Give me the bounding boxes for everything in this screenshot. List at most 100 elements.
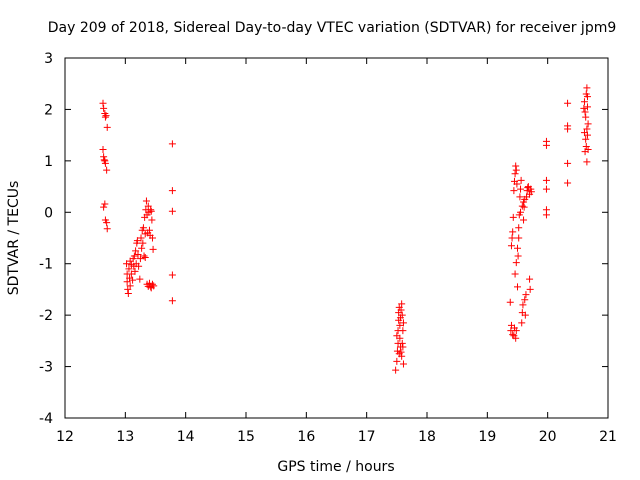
data-point-marker (103, 123, 111, 131)
data-point-marker (168, 297, 176, 305)
data-point-marker (507, 242, 515, 250)
data-point-marker (509, 228, 517, 236)
data-point-marker (398, 300, 406, 308)
y-axis-label: SDTVAR / TECUs (6, 181, 22, 296)
data-point-marker (168, 271, 176, 279)
data-point-marker (397, 348, 405, 356)
data-point-marker (542, 185, 550, 193)
data-point-marker (515, 224, 523, 232)
y-tick-label: 3 (44, 51, 53, 67)
data-point-marker (101, 159, 109, 167)
data-point-marker (139, 224, 147, 232)
data-point-marker (142, 197, 150, 205)
data-point-marker (145, 279, 153, 287)
data-point-marker (509, 213, 517, 221)
data-point-marker (399, 360, 407, 368)
data-point-marker (518, 202, 526, 210)
data-point-marker (506, 298, 514, 306)
data-point-marker (399, 327, 407, 335)
data-point-marker (133, 237, 141, 245)
data-point-marker (139, 239, 147, 247)
data-point-marker (512, 166, 520, 174)
data-point-marker (392, 366, 400, 374)
data-point-marker (583, 84, 591, 92)
data-point-marker (511, 270, 519, 278)
y-tick-label: 0 (44, 205, 53, 221)
data-point-marker (129, 276, 137, 284)
data-point-marker (582, 142, 590, 150)
data-point-marker (138, 244, 146, 252)
data-point-marker (520, 216, 528, 224)
data-point-marker (511, 170, 519, 178)
data-point-marker (147, 207, 155, 215)
data-point-marker (522, 291, 530, 299)
data-point-marker (512, 327, 520, 335)
data-point-marker (150, 282, 158, 290)
data-point-marker (520, 198, 528, 206)
y-tick-label: -4 (39, 411, 53, 427)
data-point-marker (542, 141, 550, 149)
data-point-marker (512, 259, 520, 267)
data-point-marker (168, 207, 176, 215)
data-point-marker (515, 234, 523, 242)
x-tick-label: 12 (56, 429, 74, 445)
data-point-marker (583, 103, 591, 111)
data-point-marker (100, 156, 108, 164)
data-point-marker (127, 270, 135, 278)
data-point-marker (526, 285, 534, 293)
data-point-marker (103, 219, 111, 227)
data-point-marker (521, 311, 529, 319)
data-point-marker (144, 202, 152, 210)
data-point-marker (519, 301, 527, 309)
x-tick-label: 21 (599, 429, 617, 445)
data-point-marker (148, 216, 156, 224)
data-point-marker (580, 129, 588, 137)
data-point-marker (583, 93, 591, 101)
data-point-marker (132, 247, 140, 255)
y-tick-label: 1 (44, 154, 53, 170)
data-point-marker (130, 252, 138, 260)
x-tick-label: 17 (358, 429, 376, 445)
data-point-marker (395, 350, 403, 358)
data-point-marker (134, 250, 142, 258)
data-point-marker (393, 357, 401, 365)
data-point-marker (135, 262, 143, 270)
data-point-marker (148, 280, 156, 288)
data-point-marker (583, 125, 591, 133)
data-point-marker (99, 146, 107, 154)
data-point-marker (516, 193, 524, 201)
data-point-marker (524, 184, 532, 192)
data-point-marker (584, 120, 592, 128)
data-point-marker (141, 254, 149, 262)
data-point-marker (149, 245, 157, 253)
data-point-marker (526, 275, 534, 283)
data-point-marker (148, 234, 156, 242)
data-point-marker (583, 158, 591, 166)
data-point-marker (124, 290, 132, 298)
data-point-marker (564, 159, 572, 167)
data-point-marker (517, 185, 525, 193)
data-point-marker (564, 99, 572, 107)
data-points (99, 84, 592, 374)
data-point-marker (147, 206, 155, 214)
data-point-marker (580, 98, 588, 106)
data-point-marker (523, 187, 531, 195)
y-tick-label: -3 (39, 360, 53, 376)
data-point-marker (399, 319, 407, 327)
data-point-marker (581, 108, 589, 116)
data-point-marker (99, 99, 107, 107)
data-point-marker (101, 200, 109, 208)
y-axis: -4 -3 -2 -1 0 1 2 3 (39, 51, 608, 427)
data-point-marker (136, 275, 144, 283)
data-point-marker (564, 125, 572, 133)
data-point-marker (508, 234, 516, 242)
data-point-marker (399, 343, 407, 351)
data-point-marker (518, 319, 526, 327)
data-point-marker (100, 153, 108, 161)
data-point-marker (103, 166, 111, 174)
x-tick-label: 18 (418, 429, 436, 445)
data-point-marker (584, 146, 592, 154)
x-tick-label: 20 (539, 429, 557, 445)
data-point-marker (145, 226, 153, 234)
data-point-marker (517, 208, 525, 216)
